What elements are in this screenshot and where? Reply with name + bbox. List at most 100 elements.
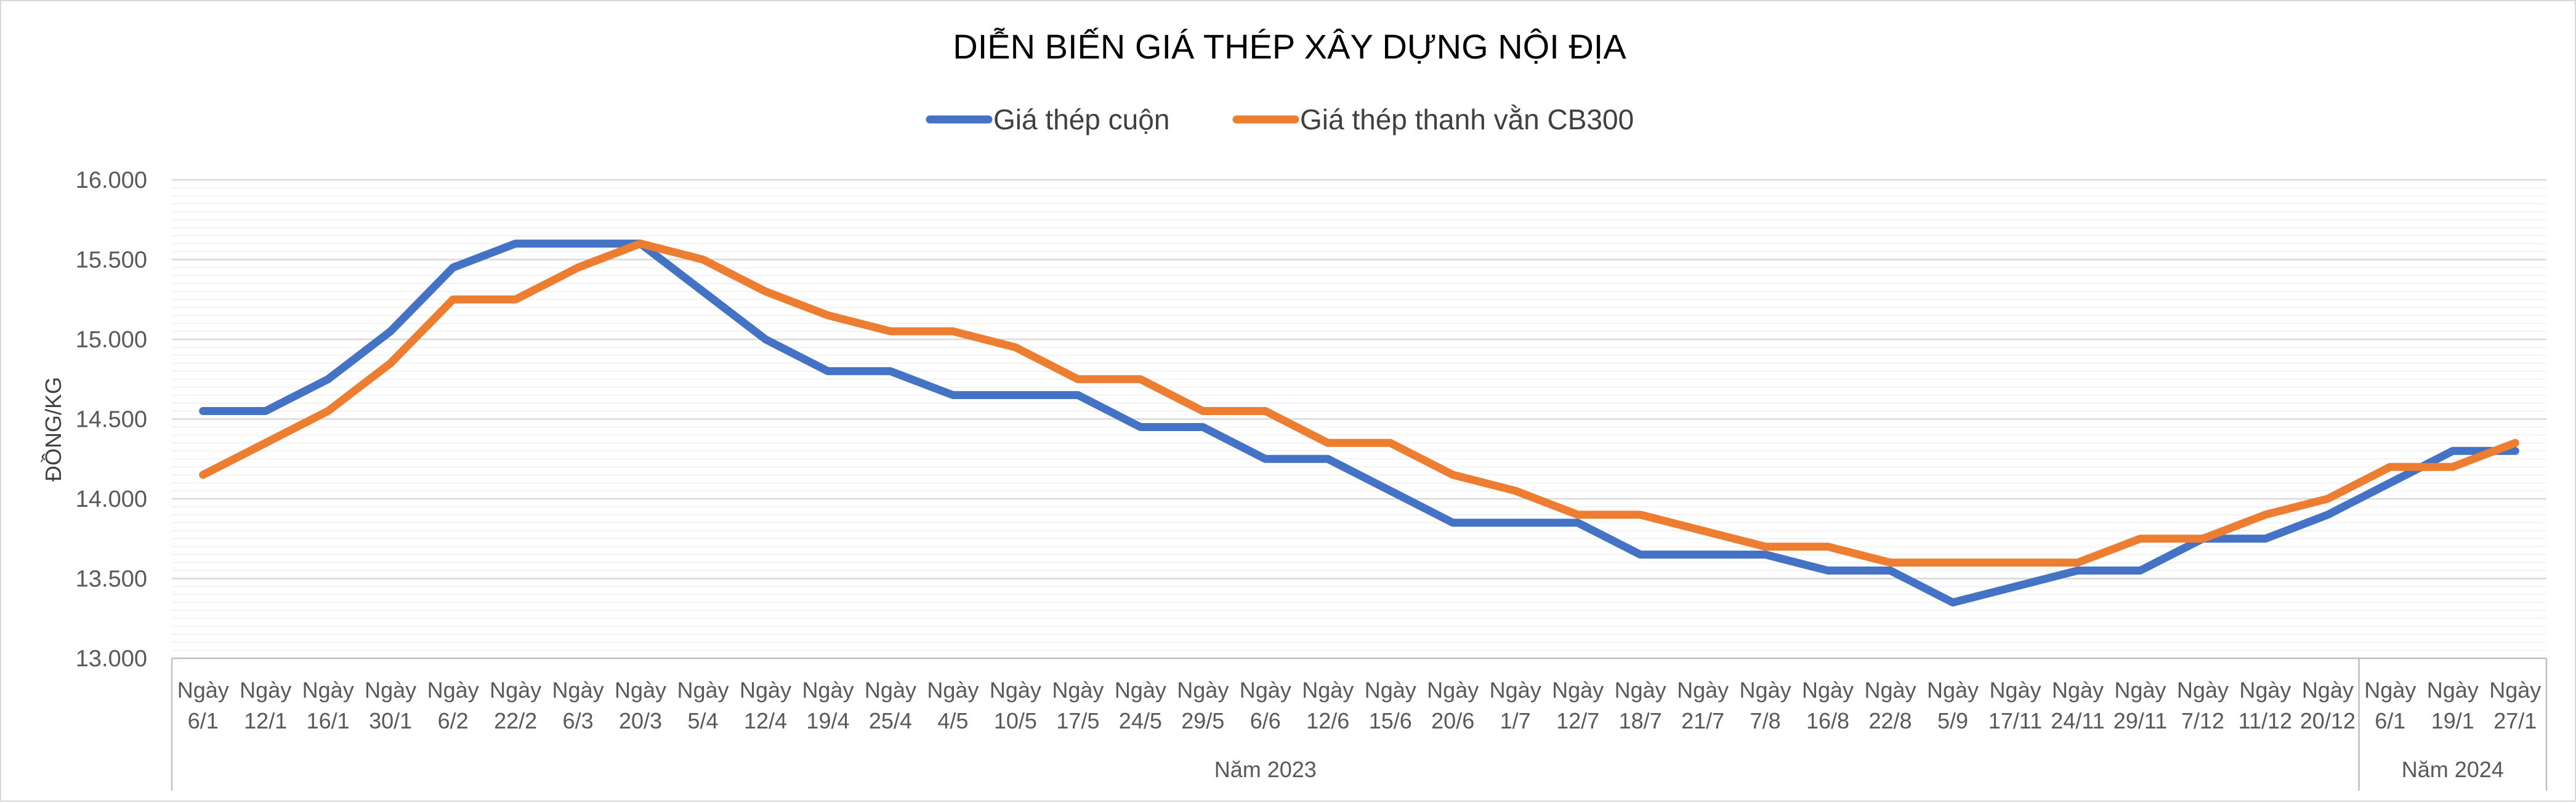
x-tick-label: Ngày 6/6 bbox=[1240, 677, 1291, 733]
data-point bbox=[1326, 441, 1330, 445]
x-tick-label: Ngày 6/2 bbox=[427, 677, 479, 733]
x-tick-label: Ngày 7/12 bbox=[2177, 677, 2229, 733]
x-tick-label: Ngày 16/1 bbox=[302, 677, 354, 733]
x-tick-label: Ngày 18/7 bbox=[1615, 677, 1666, 733]
x-tick-label: Ngày 20/6 bbox=[1427, 677, 1479, 733]
data-point bbox=[1139, 425, 1142, 429]
x-tick-label: Ngày 12/1 bbox=[240, 677, 291, 733]
data-point bbox=[1139, 377, 1142, 381]
data-point bbox=[2138, 537, 2142, 541]
x-tick-label: Ngày 6/3 bbox=[552, 677, 604, 733]
data-point bbox=[1826, 545, 1830, 549]
x-tick-label: Ngày 19/1 bbox=[2427, 677, 2479, 733]
legend-label: Giá thép cuộn bbox=[993, 103, 1169, 135]
data-point bbox=[2451, 449, 2455, 453]
data-point bbox=[1889, 561, 1892, 565]
x-tick-label: Ngày 24/5 bbox=[1115, 677, 1166, 733]
x-tick-label: Ngày 7/8 bbox=[1740, 677, 1791, 733]
data-point bbox=[889, 329, 892, 333]
y-tick-label: 15.000 bbox=[76, 327, 147, 353]
data-point bbox=[2263, 537, 2267, 541]
data-point bbox=[326, 410, 330, 413]
y-axis-label: ĐỒNG/KG bbox=[40, 377, 66, 482]
y-tick-label: 14.500 bbox=[76, 407, 147, 433]
x-tick-label: Ngày 12/6 bbox=[1302, 677, 1354, 733]
x-tick-label: Ngày 25/4 bbox=[865, 677, 916, 733]
series-line-1 bbox=[199, 240, 2519, 607]
x-tick-label: Ngày 20/3 bbox=[615, 677, 666, 733]
data-point bbox=[764, 337, 767, 341]
data-point bbox=[2013, 561, 2017, 565]
data-point bbox=[826, 369, 830, 373]
data-point bbox=[451, 297, 455, 301]
data-point bbox=[1701, 529, 1705, 533]
data-point bbox=[701, 258, 705, 262]
x-tick-label: Ngày 20/12 bbox=[2300, 677, 2356, 733]
data-point bbox=[1514, 521, 1517, 525]
series-line-2 bbox=[199, 240, 2519, 567]
data-point bbox=[1264, 457, 1267, 461]
data-point bbox=[264, 410, 267, 413]
series-lines bbox=[199, 240, 2519, 607]
data-point bbox=[1514, 489, 1517, 493]
data-point bbox=[1639, 553, 1642, 557]
data-point bbox=[2513, 449, 2517, 453]
x-group-label: Năm 2024 bbox=[2402, 757, 2504, 782]
data-point bbox=[889, 369, 892, 373]
data-point bbox=[1576, 521, 1580, 525]
data-point bbox=[1826, 569, 1830, 573]
data-point bbox=[1014, 393, 1017, 397]
x-tick-label: Ngày 1/7 bbox=[1490, 677, 1541, 733]
data-point bbox=[1889, 569, 1892, 573]
data-point bbox=[2263, 513, 2267, 517]
x-tick-label: Ngày 19/4 bbox=[802, 677, 854, 733]
data-point bbox=[2451, 465, 2455, 469]
x-tick-label: Ngày 4/5 bbox=[927, 677, 979, 733]
x-tick-label: Ngày 12/7 bbox=[1552, 677, 1604, 733]
data-point bbox=[1701, 553, 1705, 557]
data-point bbox=[2388, 465, 2392, 469]
data-point bbox=[2138, 569, 2142, 573]
data-point bbox=[2076, 561, 2080, 565]
data-point bbox=[701, 289, 705, 293]
data-point bbox=[1076, 377, 1080, 381]
data-point bbox=[389, 361, 392, 365]
data-point bbox=[1201, 410, 1205, 413]
data-point bbox=[326, 377, 330, 381]
data-point bbox=[1201, 425, 1205, 429]
x-tick-label: Ngày 12/4 bbox=[740, 677, 791, 733]
data-point bbox=[201, 410, 205, 413]
data-point bbox=[951, 329, 955, 333]
data-point bbox=[576, 242, 580, 246]
x-tick-label: Ngày 5/4 bbox=[677, 677, 729, 733]
data-point bbox=[514, 297, 517, 301]
x-tick-label: Ngày 6/1 bbox=[177, 677, 229, 733]
x-tick-label: Ngày 24/11 bbox=[2051, 677, 2104, 733]
data-point bbox=[1576, 513, 1580, 517]
data-point bbox=[2388, 481, 2392, 485]
x-tick-label: Ngày 29/11 bbox=[2114, 677, 2167, 733]
data-point bbox=[951, 393, 955, 397]
x-tick-label: Ngày 10/5 bbox=[990, 677, 1041, 733]
data-point bbox=[2076, 569, 2080, 573]
data-point bbox=[1076, 393, 1080, 397]
data-point bbox=[1389, 489, 1392, 493]
data-point bbox=[1014, 345, 1017, 349]
y-tick-label: 16.000 bbox=[76, 167, 147, 193]
x-tick-label: Ngày 27/1 bbox=[2489, 677, 2541, 733]
data-point bbox=[2201, 537, 2205, 541]
y-tick-label: 15.500 bbox=[76, 248, 147, 273]
legend-label: Giá thép thanh vằn CB300 bbox=[1300, 103, 1634, 135]
data-point bbox=[1951, 561, 1955, 565]
x-tick-label: Ngày 17/5 bbox=[1052, 677, 1104, 733]
data-point bbox=[389, 329, 392, 333]
x-tick-label: Ngày 11/12 bbox=[2239, 677, 2292, 733]
data-point bbox=[2326, 513, 2330, 517]
data-point bbox=[1451, 473, 1455, 477]
gridlines bbox=[172, 179, 2546, 660]
x-tick-label: Ngày 6/1 bbox=[2364, 677, 2416, 733]
data-point bbox=[1764, 553, 1767, 557]
data-point bbox=[826, 313, 830, 317]
